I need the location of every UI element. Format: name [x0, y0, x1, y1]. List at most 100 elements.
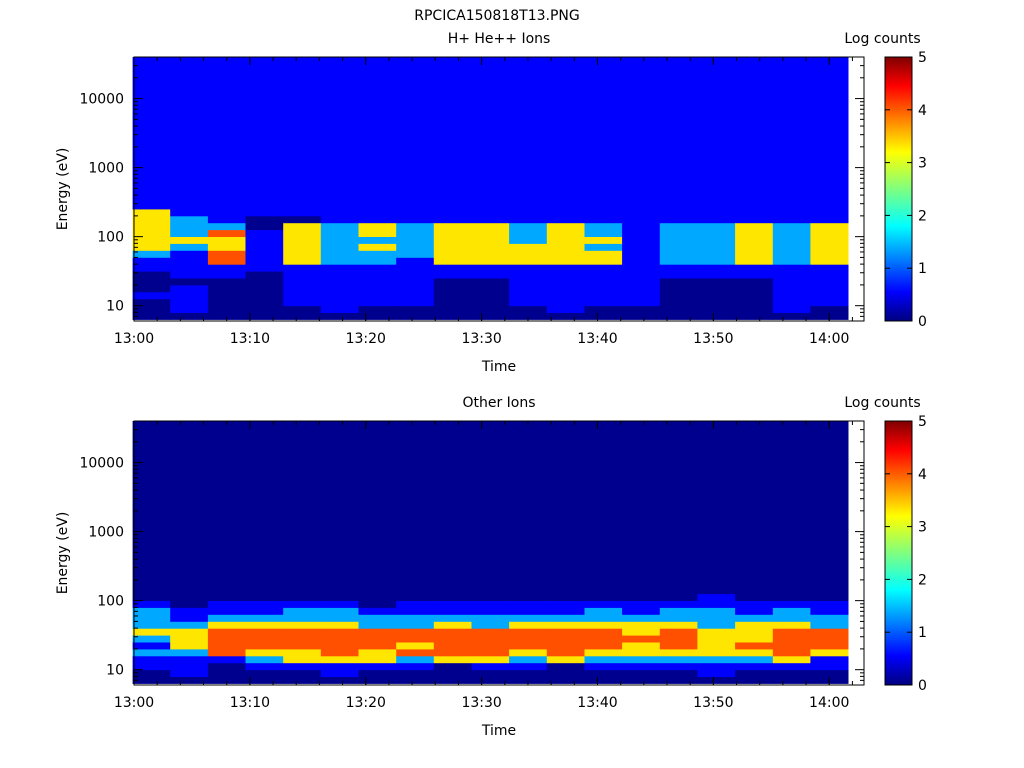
heatmap-cell	[810, 649, 849, 657]
heatmap-cell	[245, 586, 284, 595]
heatmap-cell	[622, 209, 661, 217]
heatmap-cell	[584, 676, 623, 684]
heatmap-cell	[622, 278, 661, 286]
heatmap-cell	[396, 312, 435, 320]
heatmap-cell	[810, 504, 849, 512]
heatmap-cell	[283, 195, 322, 203]
heatmap-cell	[810, 146, 849, 155]
heatmap-cell	[509, 140, 548, 148]
heatmap-cell	[207, 77, 246, 86]
heatmap-cell	[810, 291, 849, 300]
heatmap-cell	[697, 167, 736, 175]
heatmap-cell	[697, 579, 736, 588]
heatmap-cell	[283, 628, 322, 636]
heatmap-cell	[546, 614, 585, 622]
heatmap-cell	[584, 202, 623, 210]
heatmap-cell	[283, 119, 322, 127]
heatmap-cell	[132, 593, 171, 601]
heatmap-cell	[170, 490, 209, 498]
heatmap-cell	[358, 271, 397, 279]
heatmap-cell	[320, 188, 359, 196]
heatmap-cell	[471, 119, 510, 127]
heatmap-cell	[132, 441, 171, 450]
heatmap-cell	[509, 469, 548, 477]
heatmap-cell	[735, 545, 774, 553]
heatmap-cell	[697, 209, 736, 217]
heatmap-cell	[396, 98, 435, 106]
heatmap-cell	[207, 140, 246, 148]
heatmap-cell	[170, 676, 209, 684]
heatmap-cell	[396, 455, 435, 463]
heatmap-cell	[433, 469, 472, 477]
heatmap-cell	[509, 188, 548, 196]
heatmap-cell	[245, 305, 284, 313]
heatmap-cell	[697, 435, 736, 443]
heatmap-cell	[659, 662, 698, 671]
heatmap-cell	[170, 476, 209, 484]
heatmap-cell	[735, 628, 774, 636]
heatmap-cell	[320, 462, 359, 470]
heatmap-cell	[584, 573, 623, 581]
heatmap-cell	[320, 504, 359, 512]
heatmap-cell	[471, 462, 510, 470]
heatmap-cell	[659, 435, 698, 443]
heatmap-cell	[509, 662, 548, 671]
heatmap-cell	[132, 285, 171, 293]
heatmap-cell	[283, 649, 322, 657]
heatmap-cell	[170, 291, 209, 300]
heatmap-cell	[697, 676, 736, 684]
heatmap-cell	[509, 435, 548, 443]
heatmap-cell	[320, 160, 359, 168]
heatmap-cell	[659, 448, 698, 457]
heatmap-cell	[207, 655, 246, 664]
heatmap-cell	[810, 669, 849, 677]
heatmap-cell	[320, 607, 359, 615]
colorbar-label: Log counts	[844, 395, 920, 411]
heatmap-cell	[320, 84, 359, 93]
heatmap-cell	[772, 448, 811, 457]
heatmap-cell	[433, 524, 472, 532]
heatmap-cell	[132, 126, 171, 134]
heatmap-cell	[433, 490, 472, 498]
heatmap-cell	[659, 236, 698, 244]
heatmap-cell	[283, 483, 322, 491]
heatmap-cell	[697, 160, 736, 168]
heatmap-cell	[132, 167, 171, 175]
heatmap-cell	[207, 71, 246, 79]
heatmap-cell	[471, 538, 510, 546]
heatmap-cell	[396, 298, 435, 307]
heatmap-cell	[471, 517, 510, 526]
heatmap-cell	[358, 448, 397, 457]
heatmap-cell	[735, 229, 774, 237]
heatmap-cell	[546, 545, 585, 553]
heatmap-cell	[170, 531, 209, 539]
heatmap-cell	[509, 71, 548, 79]
heatmap-cell	[546, 628, 585, 636]
heatmap-cell	[659, 469, 698, 477]
heatmap-cell	[207, 209, 246, 217]
heatmap-cell	[735, 476, 774, 484]
heatmap-cell	[546, 278, 585, 286]
heatmap-cell	[810, 174, 849, 182]
heatmap-cell	[283, 421, 322, 429]
heatmap-cell	[245, 524, 284, 532]
heatmap-cell	[245, 600, 284, 608]
heatmap-cell	[283, 607, 322, 615]
heatmap-cell	[509, 285, 548, 293]
heatmap-cell	[433, 160, 472, 168]
heatmap-cell	[509, 552, 548, 560]
heatmap-cell	[358, 195, 397, 203]
heatmap-cell	[584, 278, 623, 286]
heatmap-cell	[207, 490, 246, 498]
heatmap-cell	[245, 614, 284, 622]
colorbar-tick-label: 5	[918, 414, 927, 430]
heatmap-cell	[207, 188, 246, 196]
heatmap-cell	[772, 174, 811, 182]
heatmap-cell	[433, 455, 472, 463]
heatmap-cell	[132, 635, 171, 643]
heatmap-cell	[396, 202, 435, 210]
heatmap-cell	[659, 545, 698, 553]
heatmap-cell	[772, 469, 811, 477]
heatmap-cell	[584, 579, 623, 588]
heatmap-cell	[283, 271, 322, 279]
